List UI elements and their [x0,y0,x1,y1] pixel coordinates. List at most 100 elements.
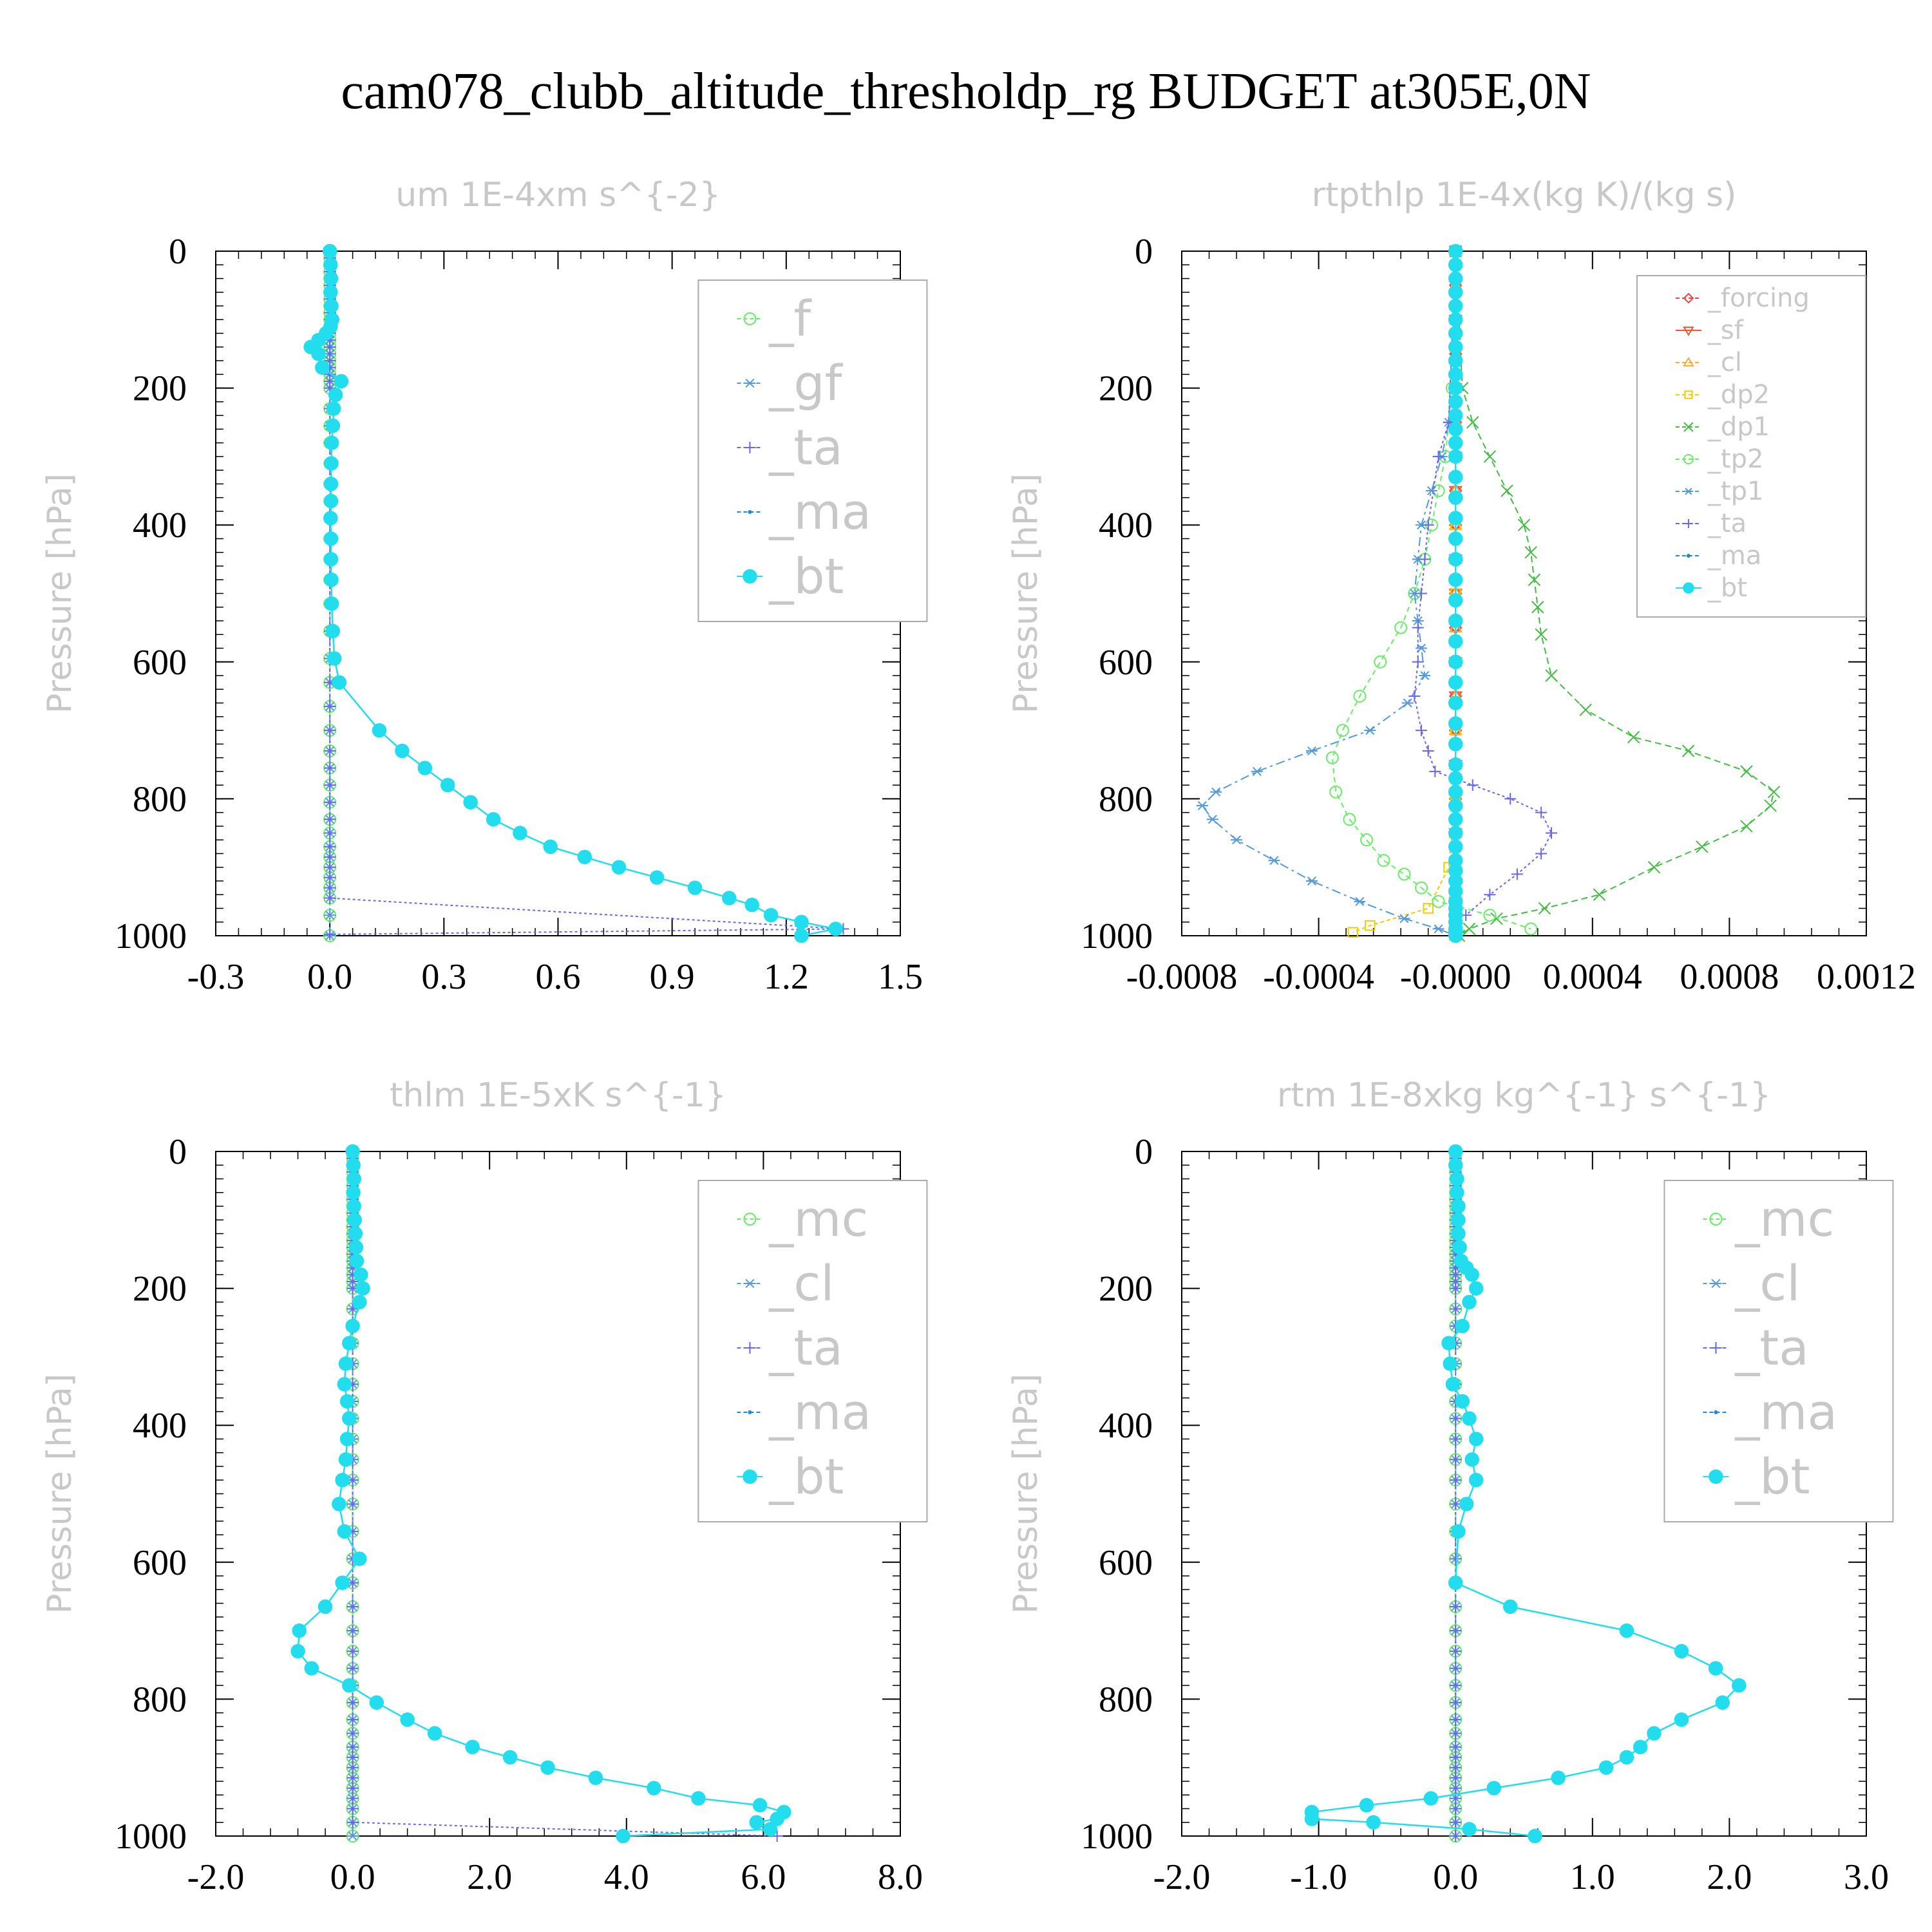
data-point [1451,1524,1466,1539]
data-point [763,907,779,923]
data-point [1450,1171,1464,1186]
x-tick-label: 2.0 [1707,1857,1752,1897]
y-tick-label: 600 [1099,643,1153,683]
data-point [691,1791,706,1806]
data-point [1325,751,1339,764]
legend-marker [743,569,757,584]
data-point [417,761,433,775]
figure-title: cam078_clubb_altitude_thresholdp_rg BUDG… [341,63,1591,120]
data-point [1450,1782,1462,1794]
plot-panel-4: rtm 1E-8xkg kg^{-1} s^{-1} Pressure [hPa]… [1007,1076,1894,1897]
data-point [1708,1661,1723,1676]
data-point [334,374,349,389]
data-point [1483,909,1497,922]
data-point [1450,1751,1462,1763]
legend-marker [743,312,757,325]
data-point [1517,518,1531,531]
series-bt [1448,243,1463,943]
legend-marker [1683,292,1694,304]
data-point [1740,765,1753,778]
data-point [1490,912,1503,925]
data-point [1448,884,1463,899]
data-point [1448,326,1463,341]
x-tick-label: 4.0 [604,1857,649,1897]
legend-box [697,1180,928,1522]
x-tick-label: 3.0 [1844,1857,1889,1897]
data-point [1448,873,1463,889]
data-point [1415,881,1428,895]
data-point [1412,656,1424,668]
data-point [1462,1294,1477,1310]
legend-label: _ta [1734,1319,1808,1376]
data-point [324,928,336,940]
data-point [345,1144,360,1159]
data-point [1347,927,1358,938]
y-tick-label: 400 [133,1406,187,1446]
data-point [1593,888,1606,901]
data-point [324,700,336,712]
data-point [1305,746,1318,755]
data-point [1483,450,1497,463]
data-point [1329,785,1343,799]
data-point [463,795,478,810]
y-tick-label: 200 [133,369,187,409]
legend-marker [1683,327,1694,336]
legend-marker [744,1278,756,1289]
legend-marker [1683,454,1694,464]
y-tick-label: 0 [1135,1132,1153,1172]
data-point [1448,531,1463,546]
data-point [1448,353,1463,368]
data-point [1412,616,1424,626]
data-point [1448,863,1463,878]
data-point [1448,1144,1463,1159]
data-point [1462,1822,1477,1837]
plot-panel-3: thlm 1E-5xK s^{-1} Pressure [hPa] 0 200 400 6… [41,1076,928,1897]
y-tick-label: 400 [1099,506,1153,545]
data-point [1448,381,1463,395]
y-tick-label: 600 [133,643,187,683]
data-point [440,777,455,793]
data-point [1511,868,1523,880]
data-point [1448,853,1463,868]
legend-marker [1709,1469,1723,1484]
data-point [346,1625,359,1637]
data-point [1423,1791,1439,1806]
data-point [1196,801,1208,811]
data-point [324,851,336,863]
data-point [1394,621,1408,634]
data-point [346,1600,359,1613]
data-point [1464,1452,1479,1467]
data-point [323,271,339,286]
y-tick-label: 800 [133,779,187,819]
x-tick-label: 0.0 [330,1857,375,1897]
data-point [1448,654,1463,670]
data-point [1468,1432,1484,1446]
data-point [1448,634,1463,649]
data-point [400,1712,415,1727]
y-tick-label: 0 [169,232,187,272]
data-point [1448,592,1463,608]
data-point [324,796,336,808]
data-point [324,911,336,920]
data-point [1251,766,1263,776]
legend-label: _bt [1734,1448,1810,1505]
data-point [347,1213,363,1227]
legend-box [1636,275,1866,618]
data-point [1450,1625,1462,1637]
data-point [323,477,339,491]
data-point [1450,1454,1462,1466]
legend-label: _ta [768,1319,842,1376]
data-point [349,1253,365,1269]
data-point [342,1411,357,1426]
data-point [326,401,341,416]
data-point [1448,435,1463,450]
data-point [611,860,627,875]
data-point [1448,271,1463,286]
y-tick-label: 600 [133,1543,187,1583]
data-point [1397,867,1411,881]
data-point [1354,896,1366,906]
data-point [325,418,341,433]
legend-marker [1683,519,1693,528]
data-point [1535,806,1548,819]
legend-label: _f [768,290,812,347]
